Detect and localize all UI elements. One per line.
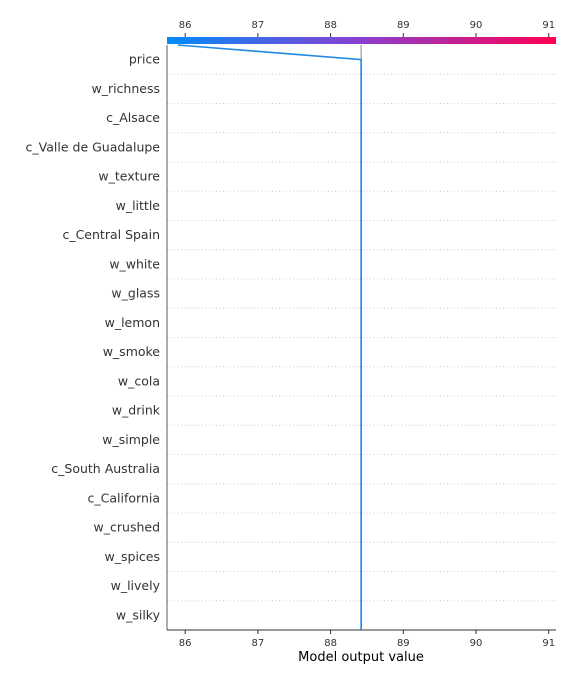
feature-label: w_smoke <box>103 344 161 359</box>
feature-label: c_California <box>88 490 160 505</box>
x-tick-label-bottom: 90 <box>470 638 483 649</box>
colorbar <box>167 37 556 44</box>
feature-label: w_little <box>116 198 161 213</box>
x-tick-label-bottom: 89 <box>397 638 410 649</box>
feature-labels: price w_richness c_Alsace c_Valle de Guadal… <box>26 52 161 623</box>
x-tick-label-bottom: 88 <box>324 638 337 649</box>
feature-label: w_cola <box>118 373 160 388</box>
x-tick-label-bottom: 91 <box>542 638 555 649</box>
feature-label: w_white <box>109 256 160 271</box>
feature-label: w_richness <box>91 81 160 96</box>
x-tick-label-top: 89 <box>397 20 410 31</box>
feature-label: w_glass <box>111 286 160 301</box>
feature-label: c_Valle de Guadalupe <box>26 139 161 154</box>
feature-label: c_Alsace <box>106 110 160 125</box>
x-tick-label-top: 87 <box>252 20 265 31</box>
decision-line <box>177 44 362 630</box>
feature-label: c_South Australia <box>51 461 160 476</box>
feature-label: w_lively <box>111 578 161 593</box>
x-tick-label-top: 88 <box>324 20 337 31</box>
x-tick-label-bottom: 87 <box>252 638 265 649</box>
feature-label: w_simple <box>102 432 160 447</box>
feature-label: w_texture <box>98 169 160 184</box>
x-tick-label-bottom: 86 <box>179 638 192 649</box>
feature-label: w_drink <box>112 403 161 418</box>
x-tick-label-top: 86 <box>179 20 192 31</box>
feature-label: w_silky <box>116 607 161 622</box>
feature-label: price <box>129 52 160 67</box>
feature-label: c_Central Spain <box>62 227 160 242</box>
decision-lines <box>177 44 362 630</box>
x-tick-label-top: 90 <box>470 20 483 31</box>
x-tick-label-top: 91 <box>542 20 555 31</box>
x-axis-title: Model output value <box>298 650 424 665</box>
feature-label: w_lemon <box>105 315 160 330</box>
feature-label: w_crushed <box>94 520 160 535</box>
feature-label: w_spices <box>105 549 160 564</box>
